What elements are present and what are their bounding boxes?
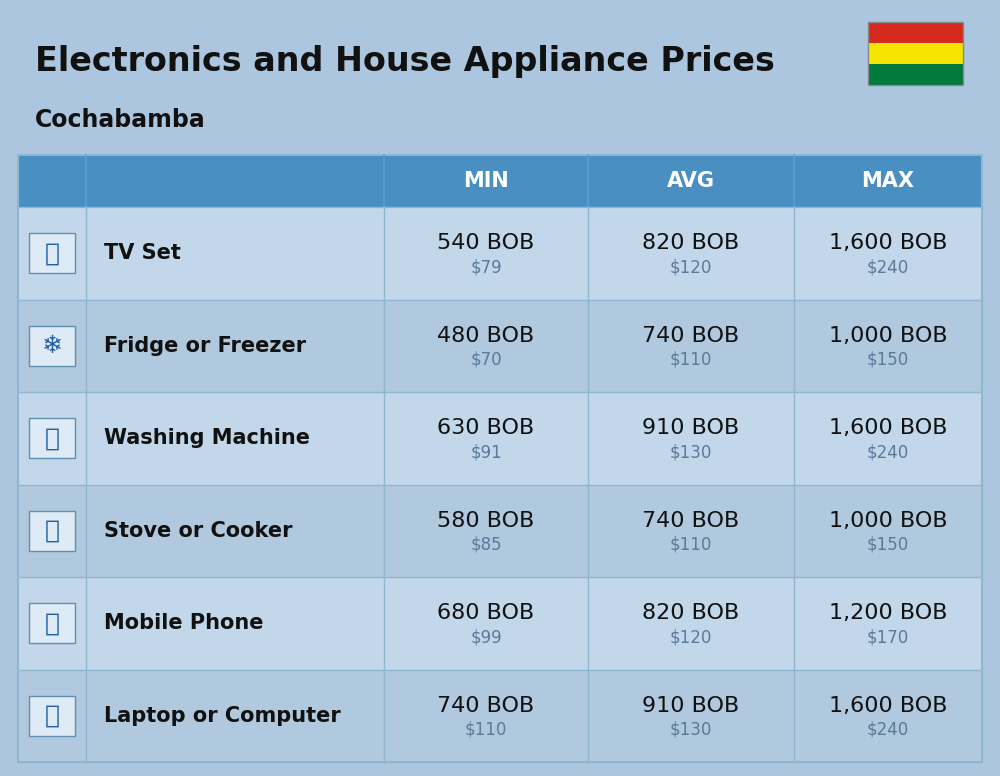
Text: 820 BOB: 820 BOB [642,234,740,253]
Text: $70: $70 [470,351,502,369]
Text: $130: $130 [670,721,712,739]
Text: AVG: AVG [667,171,715,191]
Text: $240: $240 [867,721,909,739]
Bar [29,326,75,365]
Bar [29,234,75,273]
Text: 540 BOB: 540 BOB [437,234,535,253]
Bar [29,603,75,643]
Text: Stove or Cooker: Stove or Cooker [104,521,292,541]
Text: Laptop or Computer: Laptop or Computer [104,705,341,726]
Bar [868,64,963,85]
Text: $85: $85 [470,535,502,554]
Text: $120: $120 [670,258,712,276]
Text: $240: $240 [867,258,909,276]
Text: $99: $99 [470,629,502,646]
Text: 480 BOB: 480 BOB [437,326,535,346]
Text: $79: $79 [470,258,502,276]
Bar [18,155,982,762]
Text: 740 BOB: 740 BOB [642,326,740,346]
Text: TV Set: TV Set [104,243,181,263]
Text: 🖥: 🖥 [44,241,60,265]
Text: ❄: ❄ [42,334,62,358]
Bar [29,418,75,459]
Text: 🌀: 🌀 [44,426,60,450]
Text: 1,000 BOB: 1,000 BOB [829,326,947,346]
Text: 1,600 BOB: 1,600 BOB [829,418,947,438]
Text: 1,000 BOB: 1,000 BOB [829,511,947,531]
Text: $91: $91 [470,443,502,461]
Bar [18,155,982,207]
Text: $120: $120 [670,629,712,646]
Bar [29,696,75,736]
Text: Washing Machine: Washing Machine [104,428,310,449]
Text: 💻: 💻 [44,704,60,728]
Text: 1,600 BOB: 1,600 BOB [829,234,947,253]
Text: $110: $110 [465,721,507,739]
Text: $240: $240 [867,443,909,461]
Text: $150: $150 [867,535,909,554]
Bar [18,577,982,670]
Text: Electronics and House Appliance Prices: Electronics and House Appliance Prices [35,46,775,78]
Text: 680 BOB: 680 BOB [437,603,535,623]
Text: $170: $170 [867,629,909,646]
Text: 📱: 📱 [44,611,60,636]
Text: $130: $130 [670,443,712,461]
Bar [868,43,963,64]
Text: MAX: MAX [862,171,914,191]
Bar [18,484,982,577]
Text: 740 BOB: 740 BOB [437,696,535,715]
Bar [18,670,982,762]
Text: 630 BOB: 630 BOB [437,418,535,438]
Text: $110: $110 [670,535,712,554]
Bar [18,300,982,392]
Text: Fridge or Freezer: Fridge or Freezer [104,336,306,355]
Bar [18,392,982,484]
Bar [18,207,982,300]
Text: $150: $150 [867,351,909,369]
Text: 910 BOB: 910 BOB [642,418,740,438]
Text: 740 BOB: 740 BOB [642,511,740,531]
Bar [868,22,963,43]
Text: 1,200 BOB: 1,200 BOB [829,603,947,623]
Text: Mobile Phone: Mobile Phone [104,613,264,633]
Text: 580 BOB: 580 BOB [437,511,535,531]
Text: $110: $110 [670,351,712,369]
Text: 820 BOB: 820 BOB [642,603,740,623]
Text: 🔥: 🔥 [44,518,60,542]
Bar [868,22,963,85]
Bar [29,511,75,551]
Text: MIN: MIN [463,171,509,191]
Text: 1,600 BOB: 1,600 BOB [829,696,947,715]
Text: Cochabamba: Cochabamba [35,108,206,132]
Text: 910 BOB: 910 BOB [642,696,740,715]
